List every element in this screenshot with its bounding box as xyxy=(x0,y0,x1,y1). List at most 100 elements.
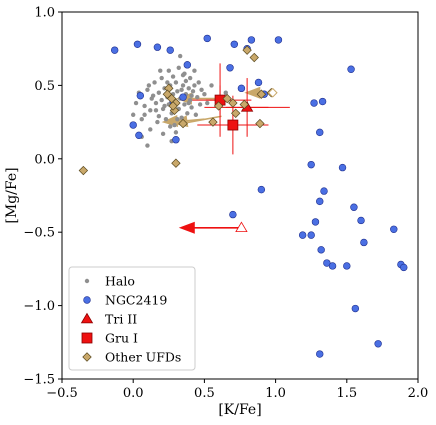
y-tick-label: 0.5 xyxy=(34,79,55,94)
small-dot-point xyxy=(145,143,150,148)
small-dot-point xyxy=(149,96,154,101)
legend-item: Halo xyxy=(84,274,135,289)
diamond-point xyxy=(213,101,224,111)
legend-label: Gru I xyxy=(105,331,138,346)
circle-point xyxy=(317,246,325,254)
small-dot-point xyxy=(165,80,170,85)
circle-point xyxy=(374,340,382,348)
diamond-point xyxy=(256,89,267,99)
small-dot-point xyxy=(148,127,153,132)
y-tick-label: −0.5 xyxy=(23,226,55,241)
circle-point xyxy=(390,225,398,233)
circle-point xyxy=(316,128,324,137)
small-dot-point xyxy=(187,75,193,81)
legend-label: NGC2419 xyxy=(105,293,167,308)
circle-legend-marker xyxy=(83,296,91,304)
circle-point xyxy=(316,350,324,358)
legend-label: Halo xyxy=(105,274,135,289)
diamond-point xyxy=(178,118,188,129)
x-tick-label: 1.5 xyxy=(336,386,357,401)
legend-label: Other UFDs xyxy=(105,350,181,365)
small-dot-point xyxy=(190,89,196,94)
circle-point xyxy=(153,43,162,51)
small-dot-point xyxy=(158,68,163,73)
small-dot-point xyxy=(175,116,180,122)
diamond-point-open xyxy=(267,87,278,98)
series-ngc2419 xyxy=(110,34,408,358)
diamond-point xyxy=(78,165,89,176)
small-dot-point xyxy=(152,80,157,85)
axis-ticks: −0.5 0.0 0.5 1.0 1.5 2.0 −1.5 −1.0 −0.5 0.0 0.5 1.0 xyxy=(23,6,428,402)
small-dot-point xyxy=(139,116,144,122)
y-axis-label: [Mg/Fe] xyxy=(4,167,20,223)
small-dot-point xyxy=(173,130,179,135)
legend-item: Tri II xyxy=(80,312,137,327)
legend-item: Gru I xyxy=(81,331,138,346)
upper-limit-arrow xyxy=(178,221,242,234)
triangle-legend-marker xyxy=(80,312,94,324)
diamond-point xyxy=(255,118,265,129)
small-dot-point xyxy=(159,75,164,81)
small-dot-point xyxy=(180,83,186,88)
legend: Halo NGC2419 Tri II Gru I Other UFDs xyxy=(68,266,196,371)
y-tick-label: −1.0 xyxy=(23,299,55,314)
triangle-point xyxy=(235,221,248,233)
diamond-point xyxy=(208,117,218,127)
circle-point xyxy=(133,40,142,48)
legend-box xyxy=(68,266,196,371)
x-axis-label: [K/Fe] xyxy=(218,402,261,418)
circle-point xyxy=(226,64,234,72)
small-dot-point xyxy=(202,92,207,97)
circle-point xyxy=(172,136,180,144)
small-dot-point xyxy=(172,122,177,128)
small-dot-point xyxy=(142,103,147,109)
small-dot-point xyxy=(159,97,164,103)
diamond-point xyxy=(228,98,238,108)
circle-point xyxy=(338,163,347,172)
series-tri-ii xyxy=(235,101,254,233)
circle-point xyxy=(350,203,358,211)
circle-point xyxy=(129,121,137,129)
circle-point xyxy=(310,99,318,107)
small-dot-point xyxy=(193,112,199,117)
small-dot-point xyxy=(199,87,204,93)
small-dot-point xyxy=(176,65,181,70)
small-dot-point xyxy=(205,100,210,106)
circle-point xyxy=(318,97,327,106)
circle-point xyxy=(351,304,360,313)
small-dot-point xyxy=(156,90,162,95)
small-dot-point xyxy=(179,115,184,120)
small-dot-point xyxy=(148,108,153,113)
small-dot-point xyxy=(189,105,194,110)
small-dot-point xyxy=(168,124,173,129)
square-point xyxy=(227,119,239,131)
small-dot-point xyxy=(186,86,191,91)
circle-point xyxy=(343,262,351,270)
small-dot-point xyxy=(182,102,187,107)
circle-point xyxy=(179,93,187,101)
legend-item: Other UFDs xyxy=(82,350,181,365)
circle-point xyxy=(360,238,368,247)
small-dot-point xyxy=(160,131,166,137)
small-dot-point xyxy=(170,74,176,79)
circle-point xyxy=(311,218,320,226)
circle-point xyxy=(229,210,237,219)
arrow-head xyxy=(178,221,195,234)
circle-point xyxy=(136,91,145,100)
small-dot-point xyxy=(133,100,139,106)
small-dot-point xyxy=(177,53,183,59)
circle-point xyxy=(230,40,239,48)
legend-label: Tri II xyxy=(105,312,137,327)
small-dot-point xyxy=(175,89,180,94)
x-tick-label: 0.0 xyxy=(123,386,144,401)
small-dot-point xyxy=(163,116,169,122)
diamond-point xyxy=(249,52,259,63)
circle-point xyxy=(298,231,307,239)
small-dot-point xyxy=(166,68,171,73)
small-dot-point xyxy=(183,78,189,84)
square-legend-marker xyxy=(81,332,93,344)
small-dot-point xyxy=(155,119,160,125)
small-dot-point xyxy=(156,114,162,119)
circle-point xyxy=(307,231,315,239)
circle-point xyxy=(247,36,256,44)
